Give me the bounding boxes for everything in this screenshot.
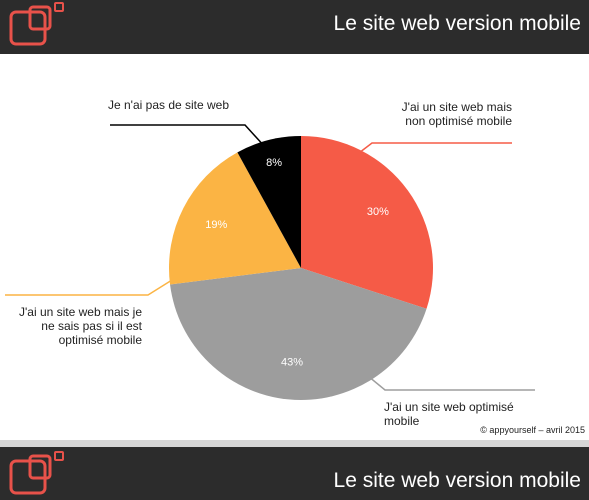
- slice-label: J'ai un site web mais je ne sais pas si …: [18, 305, 142, 347]
- pie-slice: [301, 136, 433, 309]
- value-label: 43%: [281, 357, 303, 369]
- value-label: 19%: [205, 219, 227, 231]
- header-title: Le site web version mobile: [333, 12, 581, 35]
- callout-line: [354, 142, 512, 157]
- pie-slice: [170, 268, 427, 401]
- callout-line: [5, 279, 173, 296]
- logo: [9, 2, 64, 46]
- header-bar: Le site web version mobile: [0, 0, 589, 54]
- slice-label: J'ai un site web optimisé mobile: [384, 400, 514, 428]
- credit: © appyourself – avril 2015: [480, 425, 585, 435]
- slice-label: J'ai un site web mais non optimisé mobil…: [401, 100, 512, 128]
- pie-chart: 30% 43% 19% 8%: [5, 124, 535, 401]
- pie-slice: [237, 136, 301, 268]
- divider: [0, 440, 589, 447]
- value-label: 8%: [266, 157, 282, 169]
- slice-label: Je n'ai pas de site web: [108, 98, 230, 112]
- header-title: Le site web version mobile: [333, 469, 581, 492]
- footer-bar: Le site web version mobile: [0, 447, 589, 500]
- value-label: 30%: [367, 206, 389, 218]
- callout-line: [367, 375, 535, 391]
- logo: [9, 451, 64, 495]
- callout-line: [110, 124, 267, 149]
- pie-slice: [169, 152, 301, 285]
